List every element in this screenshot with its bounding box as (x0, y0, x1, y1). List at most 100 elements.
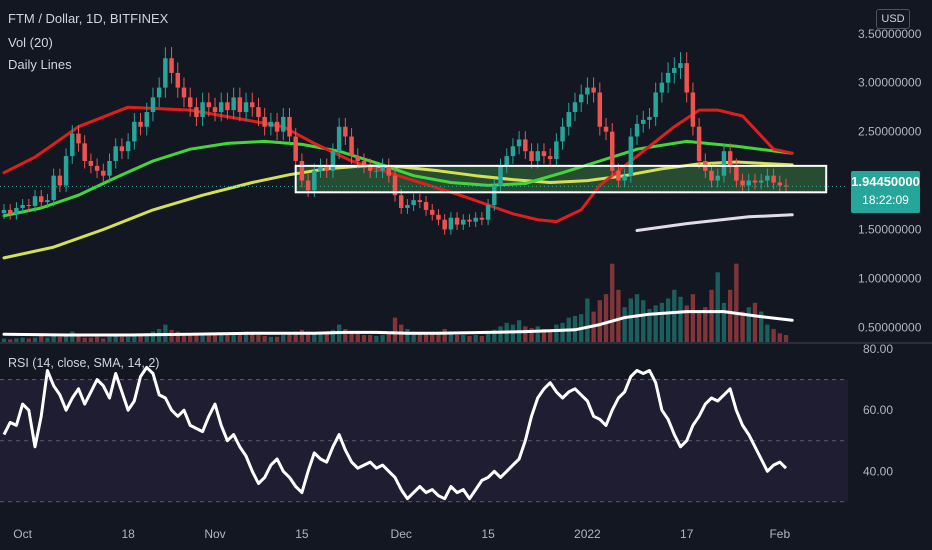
candle-body (653, 92, 658, 117)
candle-body (268, 121, 274, 127)
price-tick-label: 0.50000000 (858, 320, 922, 334)
volume-bar (113, 335, 118, 342)
candle-body (554, 141, 559, 160)
volume-bar (175, 331, 180, 342)
candle-body (138, 121, 143, 127)
symbol-title[interactable]: FTM / Dollar, 1D, BITFINEX (8, 11, 169, 26)
candle-body (734, 165, 739, 181)
volume-bar (26, 338, 31, 342)
candle-body (243, 102, 249, 113)
candle-body (20, 205, 25, 208)
volume-bar (144, 333, 149, 342)
bar-countdown: 18:22:09 (862, 193, 909, 207)
candle-body (125, 141, 131, 152)
volume-bar (535, 326, 540, 342)
currency-button[interactable]: USD (876, 9, 910, 29)
volume-bar (312, 333, 317, 342)
candle-body (758, 180, 764, 183)
volume-bar (274, 336, 280, 342)
volume-bar (206, 334, 211, 342)
candle-body (45, 200, 50, 203)
candle-body (560, 126, 565, 142)
volume-bar (690, 294, 696, 342)
candle-body (696, 126, 702, 161)
volume-bar (423, 333, 429, 342)
candle-body (672, 68, 677, 73)
candle-body (659, 82, 665, 93)
candle-body (63, 156, 69, 186)
volume-bar (76, 335, 81, 342)
candle-body (398, 195, 404, 208)
candle-body (740, 180, 745, 186)
volume-ma-line (2, 310, 794, 337)
candle-body (591, 87, 596, 93)
volume-bar (411, 331, 416, 342)
candle-body (330, 151, 336, 171)
volume-bar (634, 294, 640, 342)
candle-body (423, 202, 429, 210)
candle-body (293, 136, 298, 161)
volume-bar (392, 317, 398, 342)
volume-bar (759, 311, 764, 342)
candle-body (187, 97, 193, 108)
candle-body (572, 102, 578, 113)
volume-bar (94, 336, 100, 342)
daily-lines-label[interactable]: Daily Lines (8, 57, 72, 72)
candle-body (411, 200, 416, 206)
candle-body (144, 112, 149, 127)
volume-bar (51, 335, 56, 342)
candle-body (113, 146, 118, 161)
volume-bar (343, 328, 348, 342)
volume-bar (523, 326, 528, 342)
volume-bar (45, 337, 50, 342)
candle-body (57, 175, 63, 186)
rsi-tick-label: 60.00 (863, 403, 893, 417)
candle-body (175, 72, 181, 88)
volume-bar (386, 333, 391, 342)
candle-body (361, 160, 367, 166)
candle-body (150, 97, 156, 113)
candle-body (287, 116, 292, 137)
candle-body (250, 102, 255, 108)
candle-body (454, 217, 460, 225)
candle-body (200, 102, 205, 117)
volume-bar (585, 298, 590, 342)
candle-body (678, 63, 683, 69)
rsi-indicator-label[interactable]: RSI (14, close, SMA, 14, 2) (8, 356, 160, 370)
candle-body (709, 170, 714, 181)
candle-body (305, 180, 311, 191)
candle-body (70, 133, 75, 157)
candle-body (523, 139, 528, 152)
candle-body (529, 151, 534, 161)
volume-bar (256, 335, 261, 342)
candle-body (181, 87, 187, 98)
candle-body (684, 63, 689, 93)
candle-body (746, 180, 751, 186)
candle-body (578, 94, 584, 103)
volume-bar (287, 333, 292, 342)
volume-bar (405, 328, 410, 342)
zone-outline (294, 164, 828, 194)
candle-body (225, 102, 230, 111)
candle-body (88, 160, 94, 166)
volume-bar (188, 334, 193, 342)
volume-bar (665, 298, 671, 342)
candle-body (485, 205, 491, 220)
volume-indicator-label[interactable]: Vol (20) (8, 35, 53, 50)
volume-bar (684, 305, 689, 342)
price-tick-label: 2.50000000 (858, 125, 922, 139)
candle-body (492, 185, 497, 206)
volume-bar (250, 333, 255, 342)
candle-body (535, 151, 540, 161)
rsi-background (0, 379, 848, 503)
price-tick-label: 3.50000000 (858, 27, 922, 41)
volume-bar (740, 311, 745, 342)
candle-body (547, 156, 553, 160)
volume-bar (734, 263, 739, 342)
candle-body (777, 182, 783, 186)
candle-body (771, 175, 776, 183)
volume-bar (703, 307, 708, 342)
volume-bar (181, 333, 187, 342)
candle-body (132, 121, 137, 142)
